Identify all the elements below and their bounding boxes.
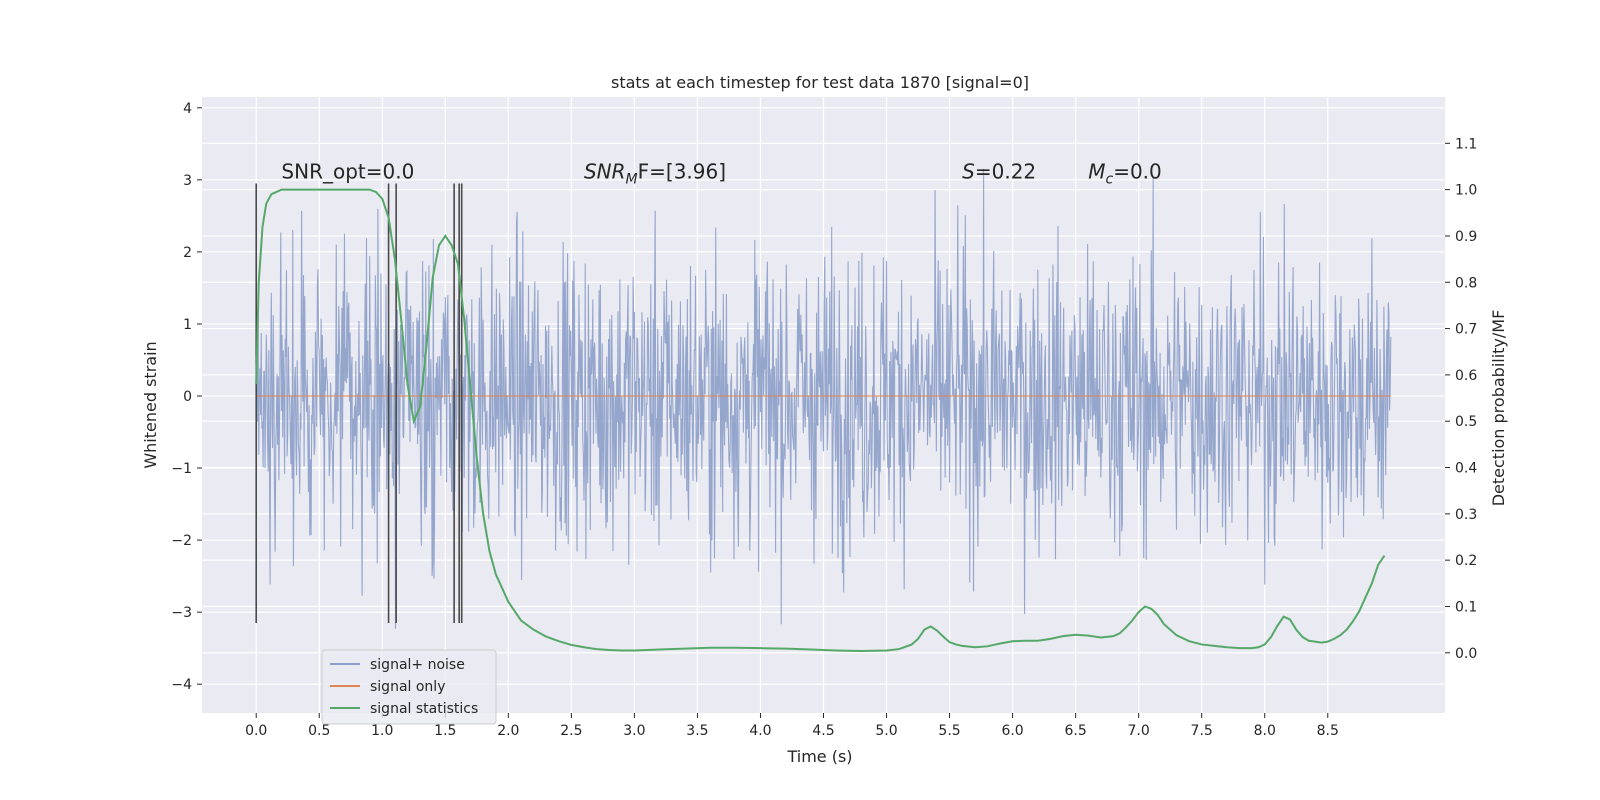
legend: signal+ noise signal only signal statist… [321,649,497,725]
y-tick-label-1: −3 [171,605,192,621]
x-tick-label-11: 5.5 [938,723,960,739]
signal-statistics-line [255,188,1386,652]
legend-box [321,649,497,725]
x-axis-ticks: 0.0 0.5 1.0 1.5 2.0 2.5 3.0 3.5 4.0 4.5 5.0 5.5 6.0 6… [245,713,1339,739]
y-tick-label-4: 0 [183,389,192,405]
y2-tick-label-2: 0.2 [1455,553,1477,569]
y2-tick-label-9: 0.9 [1455,229,1477,245]
y2-tick-label-3: 0.3 [1455,507,1477,523]
y2-tick-label-4: 0.4 [1455,461,1477,477]
y-tick-label-7: 3 [183,173,192,189]
y-tick-label-3: −1 [171,461,192,477]
x-tick-label-10: 5.0 [875,723,897,739]
y2-tick-label-10: 1.0 [1455,183,1477,199]
x-tick-label-0: 0.0 [245,723,267,739]
x-tick-label-16: 8.0 [1254,723,1276,739]
annotations: SNR_opt=0.0 SNRMF=[3.96] S=0.22 Mc=0.0 [281,159,1161,187]
annotation-2: S=0.22 [962,159,1036,183]
annotation-3: Mc=0.0 [1088,159,1162,187]
x-tick-label-12: 6.0 [1001,723,1023,739]
annotation-0: SNR_opt=0.0 [281,159,414,183]
y2-axis-ticks: 0.0 0.1 0.2 0.3 0.4 0.5 0.6 0.7 0.8 0.9 1.0 1.1 [1445,136,1477,662]
y-tick-label-8: 4 [183,101,192,117]
y2-tick-label-7: 0.7 [1455,322,1477,338]
x-tick-label-9: 4.5 [812,723,834,739]
x-tick-label-2: 1.0 [371,723,393,739]
x-tick-label-1: 0.5 [308,723,330,739]
y-axis-label: Whitened strain [141,341,160,468]
chart-title: stats at each timestep for test data 187… [611,73,1029,92]
x-tick-label-4: 2.0 [497,723,519,739]
y2-tick-label-5: 0.5 [1455,414,1477,430]
x-tick-label-14: 7.0 [1128,723,1150,739]
x-tick-label-8: 4.0 [749,723,771,739]
series-signal-plus-noise [255,168,1392,629]
y2-tick-label-6: 0.6 [1455,368,1477,384]
annotation-1: SNRMF=[3.96] [584,159,726,187]
y2-tick-label-11: 1.1 [1455,136,1477,152]
y-axis-ticks: −4 −3 −2 −1 0 1 2 3 4 [171,101,202,693]
series-signal-statistics [255,188,1386,652]
y2-tick-label-1: 0.1 [1455,599,1477,615]
x-tick-label-7: 3.5 [686,723,708,739]
x-tick-label-13: 6.5 [1064,723,1086,739]
x-tick-label-3: 1.5 [434,723,456,739]
x-tick-label-6: 3.0 [623,723,645,739]
x-tick-label-5: 2.5 [560,723,582,739]
y-tick-label-0: −4 [171,677,192,693]
vertical-markers [255,183,463,623]
x-tick-label-15: 7.5 [1191,723,1213,739]
y-tick-label-6: 2 [183,245,192,261]
y-tick-label-5: 1 [183,317,192,333]
legend-label-signal-statistics: signal statistics [370,701,478,717]
y2-axis-label: Detection probability/MF [1489,310,1508,507]
y2-tick-label-8: 0.8 [1455,275,1477,291]
y2-tick-label-0: 0.0 [1455,646,1477,662]
x-tick-label-17: 8.5 [1317,723,1339,739]
x-axis-label: Time (s) [786,747,852,766]
noise-trace [255,168,1392,629]
y-tick-label-2: −2 [171,533,192,549]
legend-label-signal-only: signal only [370,679,445,695]
legend-label-signal-plus-noise: signal+ noise [370,657,465,673]
